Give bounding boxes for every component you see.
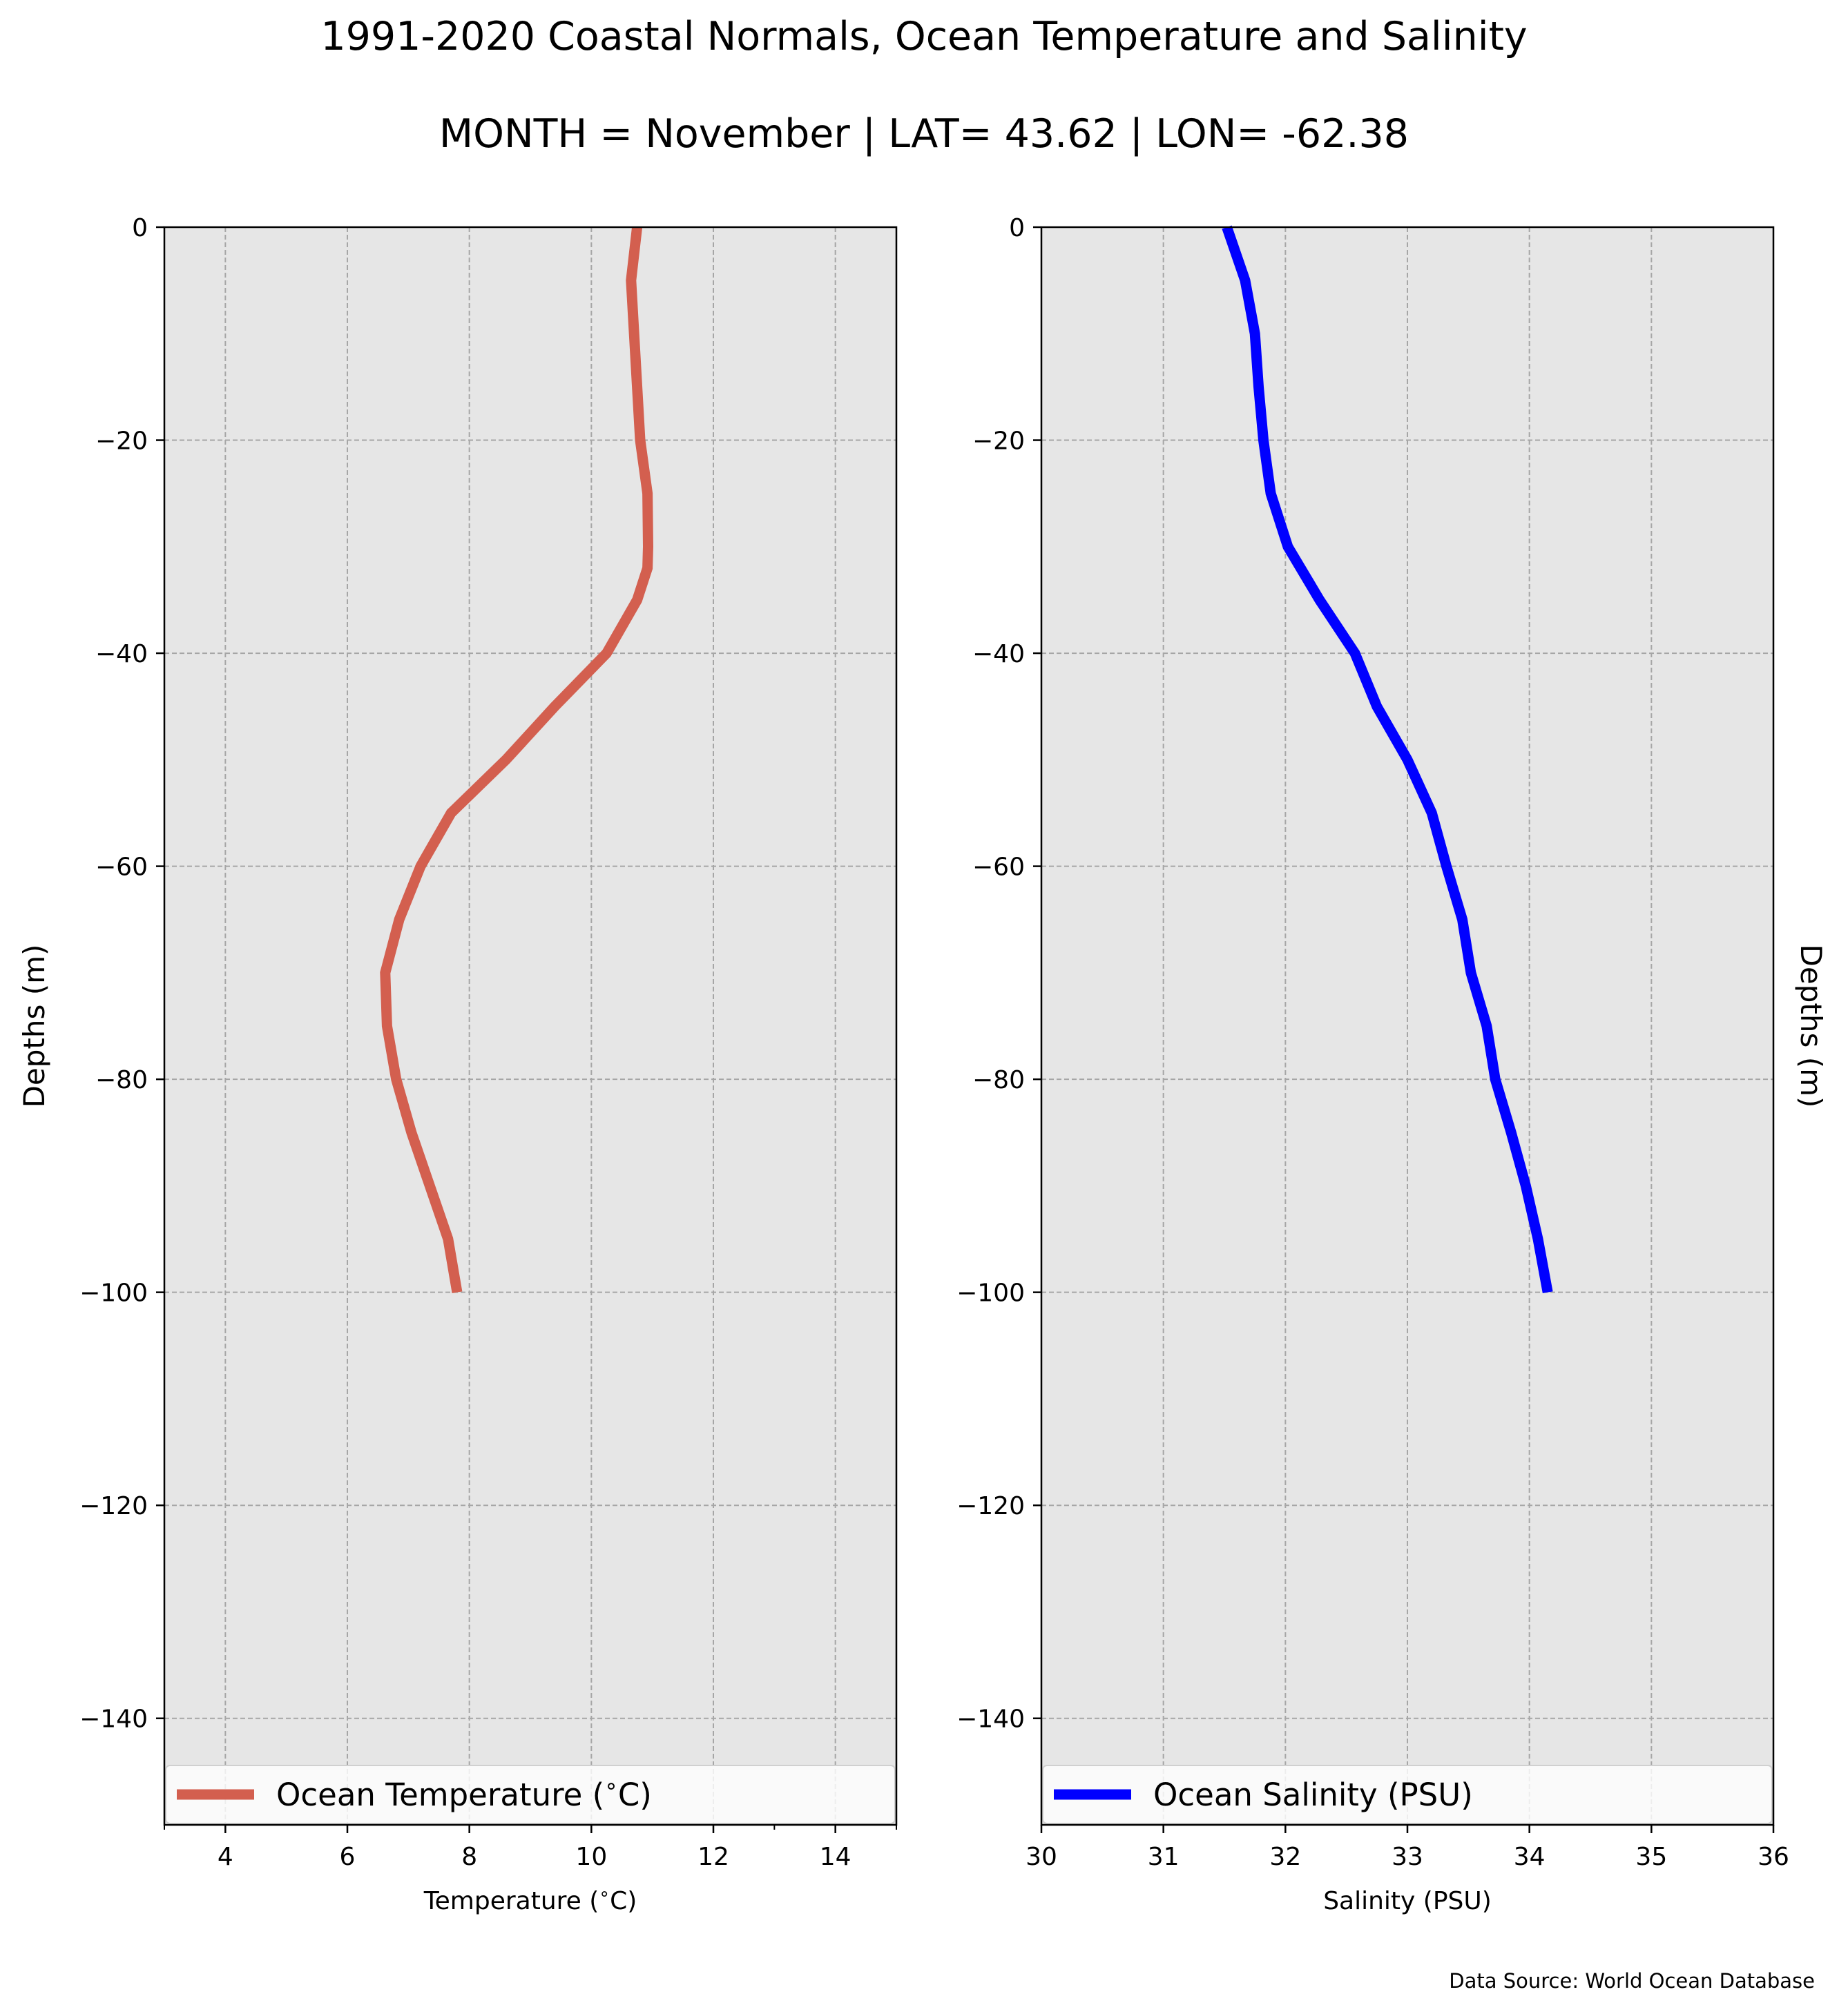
salinity-legend-box	[1042, 1765, 1773, 1824]
salinity-x-tick-label: 36	[1758, 1843, 1789, 1871]
temperature-y-tick-label: −40	[95, 640, 148, 668]
salinity-series-line	[1222, 225, 1553, 1294]
temperature-panel: Ocean Temperature (∘C) 4 6 8 10 12 14 0 −20 −40 −6…	[17, 214, 898, 1915]
salinity-x-tick-label: 32	[1269, 1843, 1301, 1871]
temperature-y-tick-label: −60	[95, 853, 148, 882]
temperature-y-tick-label: −140	[79, 1705, 148, 1734]
temperature-plot-area	[164, 227, 896, 1825]
temperature-x-tick-label: 8	[461, 1843, 477, 1871]
salinity-y-tick-label: −100	[956, 1279, 1025, 1308]
temperature-legend-label: Ocean Temperature (∘C)	[276, 1774, 652, 1813]
salinity-y-tick-label: 0	[1009, 214, 1025, 242]
salinity-x-tick-label: 31	[1148, 1843, 1180, 1871]
salinity-x-tick-label: 35	[1635, 1843, 1667, 1871]
figure-title: 1991-2020 Coastal Normals, Ocean Tempera…	[320, 14, 1527, 59]
temperature-x-tick-label: 10	[575, 1843, 607, 1871]
temperature-y-tick-label: −20	[95, 427, 148, 456]
temperature-y-tick-label: 0	[132, 214, 148, 242]
data-source-note: Data Source: World Ocean Database	[1449, 1969, 1815, 1993]
salinity-y-axis-label: Depths (m)	[1794, 945, 1828, 1108]
temperature-x-tick-label: 14	[820, 1843, 851, 1871]
temperature-x-tick-label: 6	[340, 1843, 356, 1871]
temperature-axes-frame	[163, 226, 898, 1826]
salinity-x-tick-label: 34	[1514, 1843, 1546, 1871]
salinity-y-tick-label: −80	[972, 1066, 1025, 1094]
temperature-legend: Ocean Temperature (∘C)	[165, 1765, 896, 1824]
salinity-legend-label: Ocean Salinity (PSU)	[1153, 1777, 1473, 1813]
salinity-legend: Ocean Salinity (PSU)	[1042, 1765, 1773, 1824]
temperature-y-axis-label: Depths (m)	[17, 945, 51, 1108]
salinity-x-tick-label: 33	[1392, 1843, 1423, 1871]
temperature-series-line	[380, 226, 654, 1293]
temperature-y-tick-label: −120	[79, 1492, 148, 1520]
temperature-legend-box	[165, 1765, 896, 1824]
salinity-x-tick-label: 30	[1026, 1843, 1057, 1871]
salinity-y-tick-label: −140	[956, 1705, 1025, 1734]
salinity-x-axis-label: Salinity (PSU)	[1323, 1887, 1492, 1915]
salinity-panel: Ocean Salinity (PSU) 30 31 32 33 34 35 36 0 −20 −4…	[956, 214, 1828, 1915]
salinity-y-tick-label: −60	[972, 853, 1025, 882]
salinity-y-tick-label: −20	[972, 427, 1025, 456]
temperature-y-tick-label: −100	[79, 1279, 148, 1308]
temperature-x-tick-label: 4	[218, 1843, 233, 1871]
temperature-y-tick-label: −80	[95, 1066, 148, 1094]
temperature-x-tick-label: 12	[697, 1843, 729, 1871]
salinity-y-tick-label: −40	[972, 640, 1025, 668]
figure-subtitle: MONTH = November | LAT= 43.62 | LON= -62…	[439, 111, 1409, 157]
salinity-y-tick-label: −120	[956, 1492, 1025, 1520]
